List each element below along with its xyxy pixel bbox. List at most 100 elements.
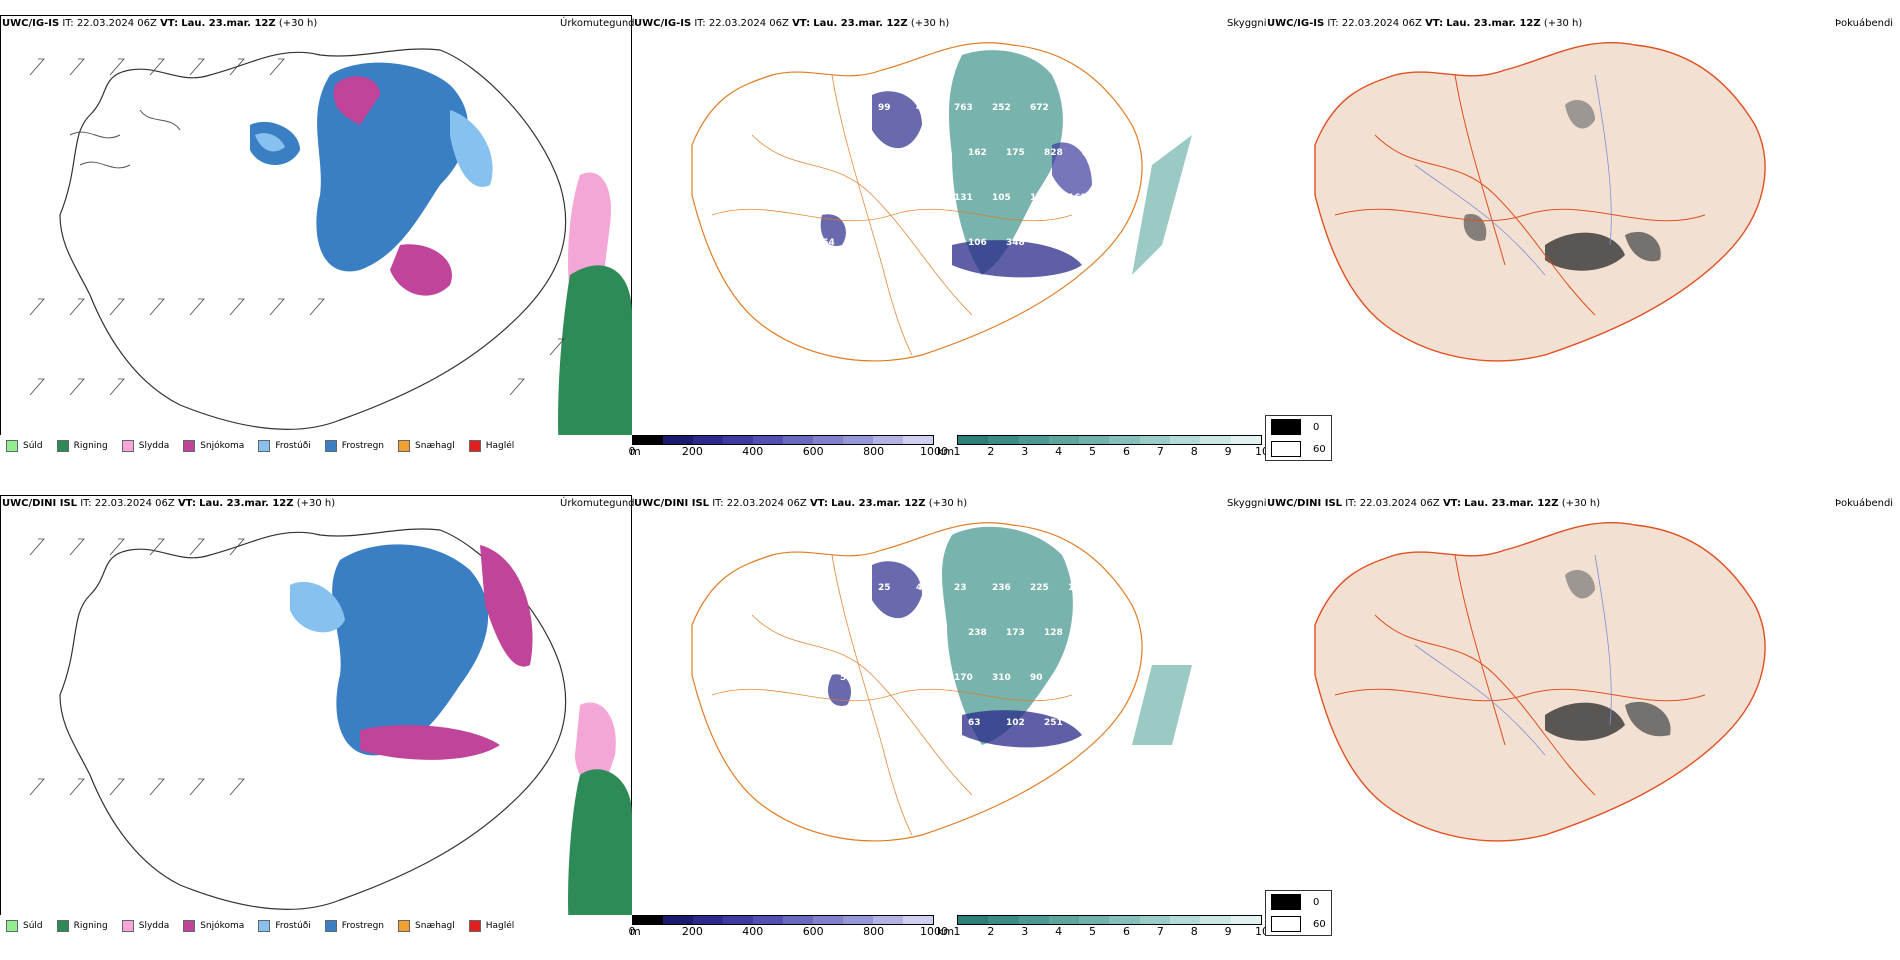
cloud-base-label: 348 (1006, 238, 1025, 248)
cloud-map: 137 107 99 493 763 252 672 244 4 118 251 80 162 175 82… (691, 42, 1192, 362)
colorbar-tick-label: 9 (1224, 925, 1232, 938)
cloud-base-colorbar: 0 200 400 600 800 1000 m (628, 915, 948, 938)
colorbar-tick-label: 400 (742, 445, 764, 458)
colorbar-tick-label: 6 (1122, 445, 1130, 458)
cloud-base-label: 71 (1068, 673, 1081, 683)
cloud-panel-bottom: 185 286 25 486 23 236 225 190 32 274 88 26 238 173 128… (632, 495, 1267, 960)
fog-map (1314, 41, 1766, 362)
cloud-base-label: 192 (878, 673, 897, 683)
precip-type-map (0, 495, 632, 945)
colorbar-segment (843, 916, 873, 924)
visibility-colorbar: 1 2 3 4 5 6 7 8 9 10 km (937, 435, 1269, 458)
cloud-base-label: 128 (1044, 628, 1063, 638)
panel-title: Þokuábendi (1835, 498, 1894, 509)
precip-legend: Súld Rigning Slydda Snjókoma Frostúði Fr… (6, 920, 514, 932)
cloud-base-label: 32 (816, 628, 829, 638)
colorbar-segment (1048, 436, 1080, 444)
legend-item: Haglél (468, 920, 514, 932)
colorbar-segment (693, 916, 723, 924)
cloud-base-label: 99 (878, 103, 891, 113)
panel-header: UWC/IG-IS IT: 22.03.2024 06Z VT: Lau. 23… (634, 18, 950, 29)
colorbar-segment (663, 916, 693, 924)
colorbar-tick-label: 5 (1089, 445, 1097, 458)
colorbar-tick-label: 0 (628, 445, 636, 458)
colorbar-tick-label: 2 (987, 445, 995, 458)
colorbar-segment (693, 436, 723, 444)
fog-legend: 0 60 (1265, 890, 1332, 936)
cloud-base-label: 310 (992, 673, 1011, 683)
panel-title: Úrkomutegund (560, 18, 635, 29)
cloud-base-label: 105 (992, 193, 1011, 203)
cloud-base-label: 75 (1044, 238, 1057, 248)
colorbar-segment (813, 436, 843, 444)
cloud-base-label: 274 (854, 628, 873, 638)
colorbar-tick-label: 3 (1021, 925, 1029, 938)
cloud-base-label: 162 (968, 148, 987, 158)
colorbar-segment (903, 916, 933, 924)
colorbar-tick-label: 1 (953, 925, 961, 938)
colorbar-tick-label: 1000 (920, 925, 948, 938)
colorbar-tick-label: 4 (1055, 925, 1063, 938)
cloud-base-label: 251 (1044, 718, 1063, 728)
colorbar-segment (1109, 436, 1140, 444)
colorbar-segment (1018, 916, 1049, 924)
cloud-base-label: 252 (992, 103, 1011, 113)
legend-item: Snæhagl (398, 920, 455, 932)
cloud-base-label: 58 (840, 673, 853, 683)
colorbar-segment (903, 436, 933, 444)
colorbar-segment (1109, 916, 1140, 924)
cloud-base-label: 107 (840, 103, 859, 113)
colorbar-segment (1230, 436, 1261, 444)
colorbar-segment (813, 916, 843, 924)
cloud-base-label: 225 (1030, 583, 1049, 593)
colorbar-tick-label: 4 (1055, 445, 1063, 458)
cloud-base-label: 110 (892, 718, 911, 728)
cloud-base-label: 26 (930, 628, 943, 638)
colorbar-tick-label: 600 (802, 445, 824, 458)
cloud-base-label: 90 (1030, 673, 1043, 683)
colorbar-segment (1079, 916, 1110, 924)
colorbar-segment (843, 436, 873, 444)
cloud-base-label: 630 (916, 193, 935, 203)
colorbar-tick-label: 7 (1156, 445, 1164, 458)
cloud-base-label: 11 (854, 718, 867, 728)
cloud-base-label: 23 (954, 583, 967, 593)
colorbar-tick-label: 8 (1190, 925, 1198, 938)
colorbar-segment (873, 436, 903, 444)
fog-panel-top: UWC/IG-IS IT: 22.03.2024 06Z VT: Lau. 23… (1265, 15, 1895, 480)
cloud-base-label: 244 (1068, 103, 1087, 113)
colorbar-tick-label: 0 (628, 925, 636, 938)
colorbar-segment (873, 916, 903, 924)
cloud-base-label: 828 (1044, 148, 1063, 158)
cloud-base-label: 106 (968, 238, 987, 248)
cloud-base-label: 80 (930, 148, 943, 158)
legend-item: Snjókoma (183, 920, 244, 932)
cloud-base-label: 101 (854, 238, 873, 248)
cloud-base-label: 137 (802, 103, 821, 113)
cloud-base-colorbar: 0 200 400 600 800 1000 m (628, 435, 948, 458)
legend-item: Haglél (468, 440, 514, 452)
colorbar-tick-label: 200 (681, 925, 703, 938)
colorbar-segment (783, 436, 813, 444)
panel-header: UWC/IG-IS IT: 22.03.2024 06Z VT: Lau. 23… (2, 18, 318, 29)
colorbar-segment (988, 436, 1019, 444)
colorbar-segment (1200, 916, 1231, 924)
legend-item: Snjókoma (183, 440, 244, 452)
cloud-base-label: 105 (802, 193, 821, 203)
colorbar-segment (1139, 436, 1171, 444)
colorbar-segment (1048, 916, 1080, 924)
colorbar-segment (1170, 436, 1201, 444)
cloud-base-label: 203 (916, 673, 935, 683)
fog-map (1314, 521, 1766, 842)
colorbar-tick-label: 6 (1122, 925, 1130, 938)
colorbar-segment (1139, 916, 1171, 924)
legend-item: Slydda (121, 440, 169, 452)
precip-type-map (0, 15, 632, 465)
cloud-base-label: 25 (878, 583, 891, 593)
colorbar-tick-label: 2 (987, 925, 995, 938)
cloud-base-label: 238 (968, 628, 987, 638)
colorbar-segment (988, 916, 1019, 924)
colorbar-segment (723, 436, 753, 444)
cloud-base-label: 63 (968, 718, 981, 728)
legend-item: Frostregn (324, 440, 384, 452)
